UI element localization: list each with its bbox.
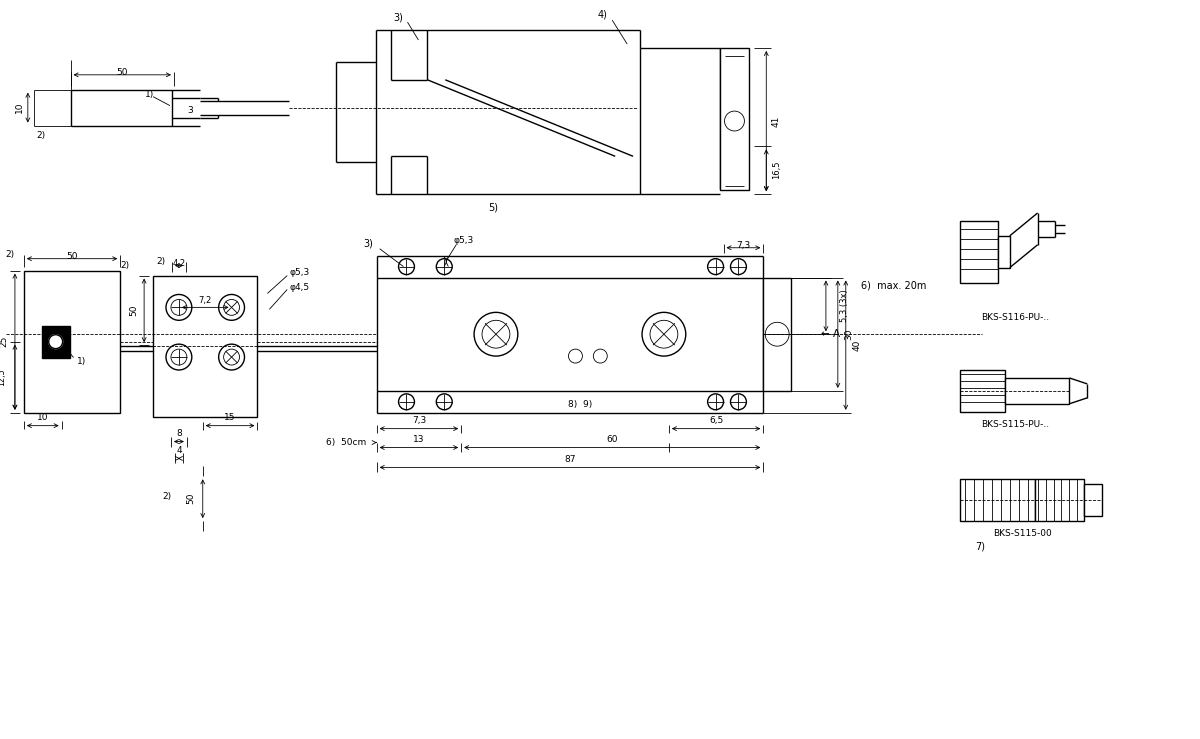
Text: 50: 50 [186,493,196,505]
Text: 7,3: 7,3 [412,416,426,425]
Text: 4: 4 [176,446,181,455]
Text: 3: 3 [187,106,193,115]
Text: 3): 3) [364,239,373,249]
Bar [720,48,749,190]
Text: φ4,5: φ4,5 [289,283,310,292]
Text: 40: 40 [852,339,862,351]
Text: 7): 7) [974,542,985,552]
Bar [1034,480,1085,521]
Text: 30: 30 [845,328,853,340]
Text: 8: 8 [176,429,181,438]
Text: 6)  max. 20m: 6) max. 20m [860,281,926,290]
Text: 6,5: 6,5 [709,416,724,425]
Bar [154,276,258,417]
Text: 15: 15 [224,413,236,422]
Text: φ5,3: φ5,3 [289,268,310,277]
Text: BKS-S115-PU-..: BKS-S115-PU-.. [980,420,1049,429]
Text: 6)  50cm: 6) 50cm [326,438,366,447]
Bar [1085,484,1103,516]
Text: 13: 13 [413,435,425,444]
Text: 10: 10 [16,102,24,113]
Text: 60: 60 [606,435,618,444]
Text: 12,5: 12,5 [0,368,6,386]
Circle shape [49,335,62,349]
Text: 8)  9): 8) 9) [569,401,593,409]
Text: 7,3: 7,3 [737,241,750,251]
Text: 2): 2) [156,257,166,266]
Text: 10: 10 [37,413,48,422]
Bar [960,480,1034,521]
Bar [998,236,1009,268]
Text: 2): 2) [121,261,130,270]
Text: 16,5: 16,5 [772,161,781,180]
Text: 2): 2) [162,491,172,501]
Text: 1): 1) [77,357,86,366]
Text: 4,2: 4,2 [173,259,186,268]
Text: 5): 5) [488,203,498,213]
Text: 1): 1) [145,90,155,99]
Text: 4): 4) [598,9,607,19]
Text: 87: 87 [564,455,576,464]
Text: BKS-S116-PU-..: BKS-S116-PU-.. [980,313,1049,321]
Text: 25: 25 [0,336,8,347]
Bar [42,326,70,358]
Text: 2): 2) [5,251,14,259]
Bar [1004,378,1069,403]
Text: ← A: ← A [821,329,840,339]
Text: 5,3 (3x): 5,3 (3x) [840,290,850,322]
Bar [960,370,1004,412]
Text: 2): 2) [36,131,46,140]
Bar [960,221,998,282]
Text: BKS-S115-00: BKS-S115-00 [994,529,1052,539]
Text: 7,2: 7,2 [199,296,212,305]
Text: 50: 50 [116,68,128,78]
Bar [763,278,791,391]
Text: 41: 41 [772,115,781,126]
Text: 50: 50 [130,304,139,316]
Bar [24,270,120,413]
Text: φ5,3: φ5,3 [454,236,473,245]
Text: 50: 50 [66,252,78,261]
Text: 3): 3) [394,12,403,22]
